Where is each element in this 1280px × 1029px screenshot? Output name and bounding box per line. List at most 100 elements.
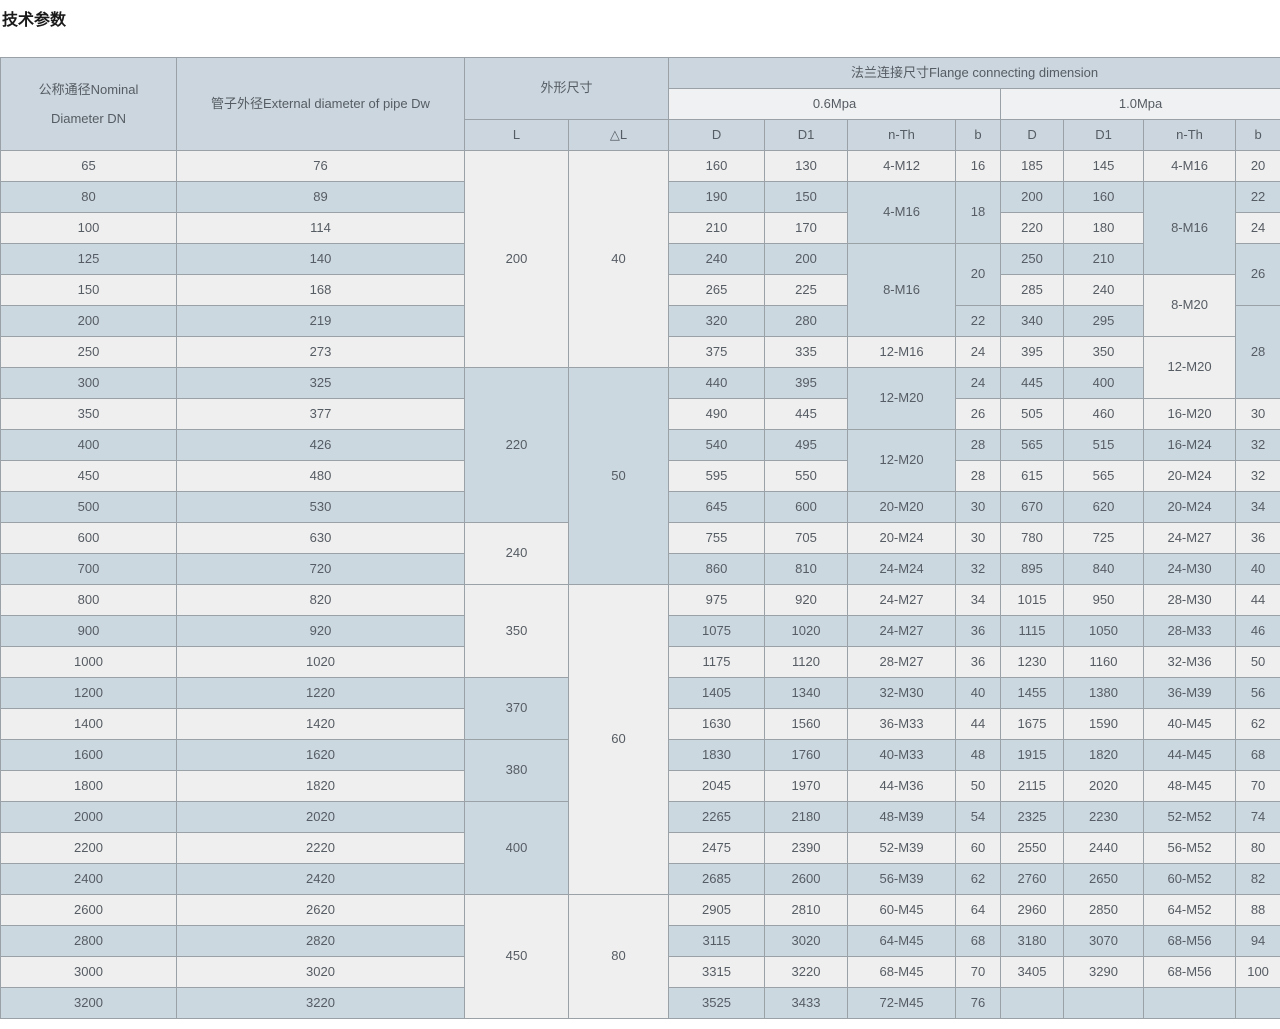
table-cell: 3115	[668, 925, 766, 957]
table-cell: 220	[1000, 212, 1065, 244]
table-cell: 1000	[0, 646, 177, 678]
table-cell: 8-M16	[847, 243, 957, 337]
table-cell: 840	[1063, 553, 1145, 585]
table-cell: 80	[567, 894, 670, 1019]
table-cell: 2390	[764, 832, 849, 864]
table-cell: 130	[764, 150, 849, 182]
table-cell: 1820	[176, 770, 465, 802]
table-cell: 1120	[764, 646, 849, 678]
table-cell: 44	[1235, 584, 1280, 616]
table-cell: 68-M56	[1143, 925, 1237, 957]
table-cell: 24-M27	[847, 615, 957, 647]
table-cell: 30	[955, 522, 1002, 554]
table-cell: 1015	[1000, 584, 1065, 616]
table-row: 500 530 645 600 20-M20 30 670 620 20-M24 34	[0, 491, 1280, 523]
table-cell: 810	[764, 553, 849, 585]
table-cell: 615	[1000, 460, 1065, 492]
header-cell-nTh-06: n-Th	[847, 119, 957, 151]
table-cell: 16	[955, 150, 1002, 182]
table-cell: 40	[1235, 553, 1280, 585]
table-cell: 114	[176, 212, 465, 244]
table-cell: 48	[955, 739, 1002, 771]
header-cell-D1-06: D1	[764, 119, 849, 151]
table-cell: 12-M20	[1143, 336, 1237, 399]
table-cell: 1075	[668, 615, 766, 647]
table-cell: 340	[1000, 305, 1065, 337]
table-cell: 52-M39	[847, 832, 957, 864]
table-cell: 160	[668, 150, 766, 182]
table-cell: 48-M45	[1143, 770, 1237, 802]
table-cell: 12-M20	[847, 429, 957, 492]
table-cell: 32-M36	[1143, 646, 1237, 678]
table-cell: 2115	[1000, 770, 1065, 802]
table-cell: 68-M45	[847, 956, 957, 988]
table-cell: 2810	[764, 894, 849, 926]
table-cell: 1160	[1063, 646, 1145, 678]
table-row: 2200 2220 2475 2390 52-M39 60 2550 2440 56-M52 80	[0, 832, 1280, 864]
table-cell: 185	[1000, 150, 1065, 182]
table-cell: 780	[1000, 522, 1065, 554]
table-cell: 18	[955, 181, 1002, 244]
table-cell: 2180	[764, 801, 849, 833]
table-cell: 1620	[176, 739, 465, 771]
header-cell-b-06: b	[955, 119, 1002, 151]
table-cell: 160	[1063, 181, 1145, 213]
table-cell	[1000, 987, 1065, 1019]
table-cell: 755	[668, 522, 766, 554]
table-cell: 34	[955, 584, 1002, 616]
table-cell: 125	[0, 243, 177, 275]
table-row: 65 76 200 40 160 130 4-M12 16 185 145 4-M16 20	[0, 150, 1280, 368]
header-cell-pressure-06mpa: 0.6Mpa	[668, 88, 1002, 120]
table-cell: 400	[1063, 367, 1145, 399]
page-title: 技术参数	[2, 12, 67, 29]
table-cell: 140	[176, 243, 465, 275]
table-cell: 1020	[764, 615, 849, 647]
table-cell: 210	[1063, 243, 1145, 275]
table-cell: 2620	[176, 894, 465, 926]
table-cell: 36-M33	[847, 708, 957, 740]
table-cell	[1235, 987, 1280, 1019]
table-cell: 80	[1235, 832, 1280, 864]
table-row: 2400 2420 2685 2600 56-M39 62 2760 2650 60-M52 82	[0, 863, 1280, 895]
table-cell: 168	[176, 274, 465, 306]
header-dn-line1: 公称通径Nominal	[38, 82, 139, 97]
table-cell: 370	[464, 677, 569, 740]
table-cell: 1175	[668, 646, 766, 678]
table-row: 200 219 320 280 22 340 295 28	[0, 305, 1280, 399]
table-cell: 395	[1000, 336, 1065, 368]
table-cell: 495	[764, 429, 849, 461]
table-cell: 445	[764, 398, 849, 430]
table-cell: 24-M30	[1143, 553, 1237, 585]
table-cell: 40-M45	[1143, 708, 1237, 740]
header-row-2: 0.6Mpa 1.0Mpa	[1, 88, 1280, 120]
table-cell: 16-M20	[1143, 398, 1237, 430]
table-row: 2800 2820 3115 3020 64-M45 68 3180 3070 68-M56 94	[0, 925, 1280, 957]
table-cell: 22	[955, 305, 1002, 337]
table-cell: 28	[955, 429, 1002, 461]
header-cell-pressure-10mpa: 1.0Mpa	[1000, 88, 1280, 120]
table-cell: 1400	[0, 708, 177, 740]
table-cell: 74	[1235, 801, 1280, 833]
table-cell	[1143, 987, 1237, 1019]
table-cell: 2905	[668, 894, 766, 926]
table-cell: 920	[176, 615, 465, 647]
table-cell: 1230	[1000, 646, 1065, 678]
table-cell: 240	[1063, 274, 1145, 306]
table-cell: 1630	[668, 708, 766, 740]
table-cell: 200	[1000, 181, 1065, 213]
table-cell: 1200	[0, 677, 177, 709]
table-cell: 170	[764, 212, 849, 244]
table-cell: 2000	[0, 801, 177, 833]
table-cell: 28-M33	[1143, 615, 1237, 647]
table-row: 900 920 1075 1020 24-M27 36 1115 1050 28-M33 46	[0, 615, 1280, 647]
table-cell: 1420	[176, 708, 465, 740]
table-cell: 20-M24	[1143, 491, 1237, 523]
table-cell: 24	[955, 367, 1002, 399]
table-cell: 2685	[668, 863, 766, 895]
table-cell: 1830	[668, 739, 766, 771]
table-cell: 220	[464, 367, 569, 523]
table-cell: 26	[955, 398, 1002, 430]
table-cell: 22	[1235, 181, 1280, 213]
header-cell-D-10: D	[1000, 119, 1065, 151]
table-cell: 377	[176, 398, 465, 430]
